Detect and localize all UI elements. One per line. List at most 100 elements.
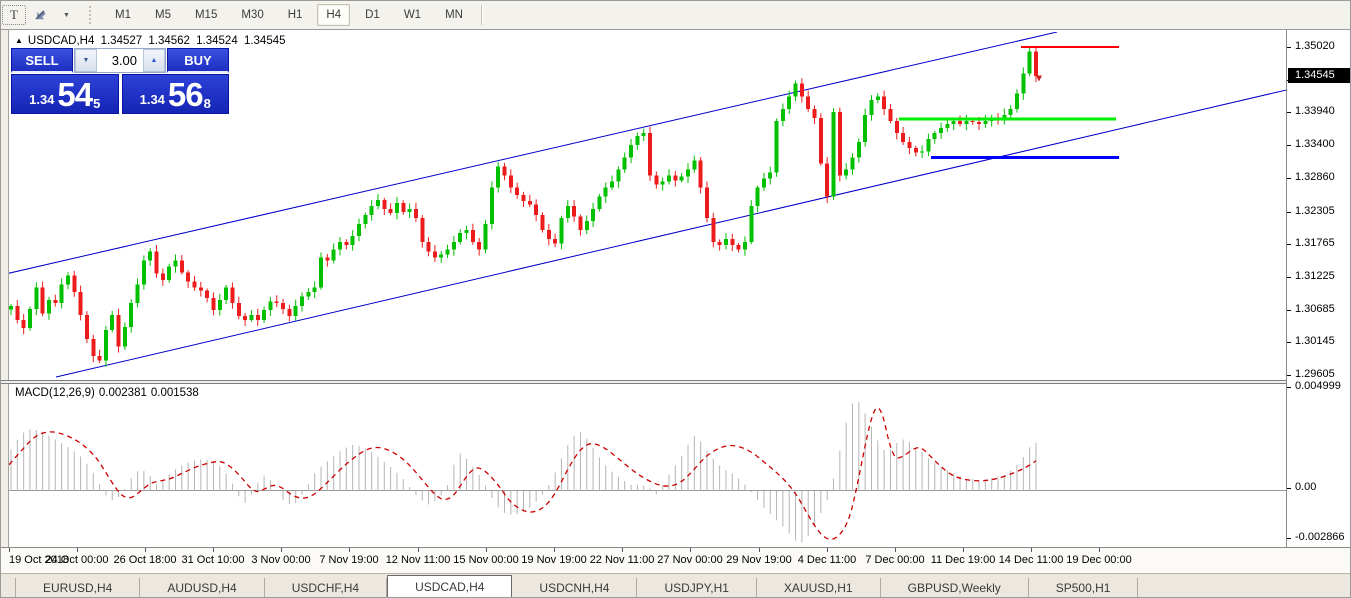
candle-bear bbox=[837, 111, 842, 176]
chart-tab-xauusd-h1[interactable]: XAUUSD,H1 bbox=[757, 578, 881, 597]
candle-bull bbox=[300, 296, 305, 306]
support-green[interactable] bbox=[899, 117, 1116, 121]
candle-bull bbox=[831, 111, 836, 197]
candle-bear bbox=[698, 160, 703, 188]
timeframe-button-m30[interactable]: M30 bbox=[241, 9, 264, 21]
candle-bull bbox=[869, 99, 874, 115]
candle-bull bbox=[787, 96, 792, 109]
candle-bear bbox=[882, 96, 887, 109]
channel-upper[interactable] bbox=[9, 32, 1058, 275]
time-tick-mark bbox=[418, 548, 419, 552]
sell-price-button[interactable]: 1.34 54 5 bbox=[11, 74, 119, 114]
volume-decrease-button[interactable]: ▼ bbox=[75, 49, 97, 72]
timeframe-button-w1[interactable]: W1 bbox=[403, 9, 422, 21]
candle-bear bbox=[426, 242, 431, 252]
text-tool-button[interactable]: T bbox=[2, 5, 26, 25]
resistance-red[interactable] bbox=[1021, 46, 1119, 49]
candle-bull bbox=[173, 260, 178, 267]
chart-tab-audusd-h4[interactable]: AUDUSD,H4 bbox=[140, 578, 265, 597]
timeframe-button-m1[interactable]: M1 bbox=[115, 9, 131, 21]
chart-tab-eurusd-h4[interactable]: EURUSD,H4 bbox=[15, 578, 141, 597]
candle-bull bbox=[591, 208, 596, 221]
candle-bear bbox=[186, 272, 191, 282]
candle-bear bbox=[205, 290, 210, 298]
timeframe-button-mn[interactable]: MN bbox=[445, 9, 463, 21]
candle-bear bbox=[527, 200, 532, 205]
timeframe-button-m5[interactable]: M5 bbox=[154, 9, 171, 21]
candle-bull bbox=[875, 96, 880, 100]
candle-bull bbox=[148, 251, 153, 261]
candle-bear bbox=[78, 291, 83, 315]
price-tick-label: 1.30145 bbox=[1295, 335, 1335, 348]
chart-tab-usdcnh-h4[interactable]: USDCNH,H4 bbox=[512, 578, 638, 597]
toolbar-grip bbox=[89, 6, 95, 24]
macd-signal-line bbox=[9, 407, 1037, 540]
buy-price-button[interactable]: 1.34 56 8 bbox=[121, 74, 229, 114]
candle-bull bbox=[565, 205, 570, 218]
time-tick-mark bbox=[690, 548, 691, 552]
timeframe-button-m15[interactable]: M15 bbox=[194, 9, 218, 21]
support-blue[interactable] bbox=[931, 155, 1119, 159]
candle-bear bbox=[508, 175, 513, 188]
candle-bull bbox=[122, 327, 127, 347]
candle-bull bbox=[926, 139, 931, 152]
candle-bull bbox=[451, 242, 456, 250]
candle-bear bbox=[287, 308, 292, 317]
chart-title: ▲ USDCAD,H4 1.34527 1.34562 1.34524 1.345… bbox=[15, 35, 289, 47]
candle-bear bbox=[211, 297, 216, 311]
pane-divider[interactable] bbox=[1, 380, 1350, 384]
candle-bull bbox=[761, 178, 766, 188]
tool-dropdown-button[interactable]: ▼ bbox=[54, 3, 78, 27]
candle-bull bbox=[856, 142, 861, 158]
time-axis-label: 3 Nov 00:00 bbox=[251, 554, 311, 566]
candle-bear bbox=[91, 339, 96, 357]
volume-input[interactable]: 3.00 bbox=[111, 53, 137, 68]
candle-bull bbox=[319, 257, 324, 288]
toolbar-separator bbox=[480, 5, 483, 25]
timeframe-button-d1[interactable]: D1 bbox=[365, 9, 380, 21]
macd-pane[interactable] bbox=[9, 384, 1286, 547]
price-tick-label: 1.33400 bbox=[1295, 138, 1335, 151]
candle-bear bbox=[730, 239, 735, 246]
chart-tab-usdcad-h4[interactable]: USDCAD,H4 bbox=[387, 575, 513, 597]
candle-bear bbox=[179, 260, 184, 273]
channel-lower[interactable] bbox=[55, 89, 1286, 378]
candle-bull bbox=[350, 236, 355, 246]
timeframe-button-h4[interactable]: H4 bbox=[317, 4, 351, 26]
price-tick-mark bbox=[1287, 277, 1291, 279]
candle-bear bbox=[578, 216, 583, 231]
candle-bull bbox=[375, 199, 380, 206]
chart-tab-bar: EURUSD,H4 AUDUSD,H4 USDCHF,H4 USDCAD,H4 USDC… bbox=[1, 573, 1350, 597]
sell-arrow-marker[interactable] bbox=[1036, 75, 1042, 82]
timeframe-button-h1[interactable]: H1 bbox=[287, 9, 303, 21]
price-axis[interactable]: 1.350201.344801.339401.334001.328601.323… bbox=[1286, 30, 1350, 547]
candle-bull bbox=[338, 242, 343, 250]
time-axis-label: 11 Dec 19:00 bbox=[930, 554, 996, 566]
time-axis[interactable]: 19 Oct 2018 24 Oct 00:00 26 Oct 18:00 31 Oc… bbox=[1, 547, 1350, 573]
candle-bear bbox=[736, 245, 741, 250]
candle-bull bbox=[217, 299, 222, 311]
time-axis-label: 7 Dec 00:00 bbox=[865, 554, 925, 566]
sell-button[interactable]: SELL bbox=[11, 48, 73, 73]
macd-tick-label: 0.004999 bbox=[1295, 380, 1341, 392]
volume-increase-button[interactable]: ▲ bbox=[143, 49, 165, 72]
candle-bull bbox=[59, 284, 64, 303]
time-axis-label: 29 Nov 19:00 bbox=[726, 554, 792, 566]
time-tick-mark bbox=[486, 548, 487, 552]
objects-tool-button[interactable] bbox=[28, 3, 52, 27]
macd-indicator-label: MACD(12,26,9) 0.002381 0.001538 bbox=[15, 387, 203, 399]
candle-bear bbox=[15, 305, 20, 320]
price-tick-mark bbox=[1287, 342, 1291, 344]
price-tick-mark bbox=[1287, 211, 1291, 213]
candle-bull bbox=[622, 157, 627, 170]
chart-tab-usdjpy-h1[interactable]: USDJPY,H1 bbox=[637, 578, 757, 597]
buy-price-big: 56 bbox=[167, 76, 204, 113]
candle-bull bbox=[951, 120, 956, 124]
candle-bear bbox=[572, 205, 577, 217]
time-axis-label: 4 Dec 11:00 bbox=[797, 554, 857, 566]
chart-tab-usdchf-h4[interactable]: USDCHF,H4 bbox=[265, 578, 388, 597]
chart-tab-sp500-h1[interactable]: SP500,H1 bbox=[1029, 578, 1139, 597]
chart-tab-gbpusd-weekly[interactable]: GBPUSD,Weekly bbox=[881, 578, 1029, 597]
time-tick-mark bbox=[1031, 548, 1032, 552]
buy-button[interactable]: BUY bbox=[167, 48, 229, 73]
